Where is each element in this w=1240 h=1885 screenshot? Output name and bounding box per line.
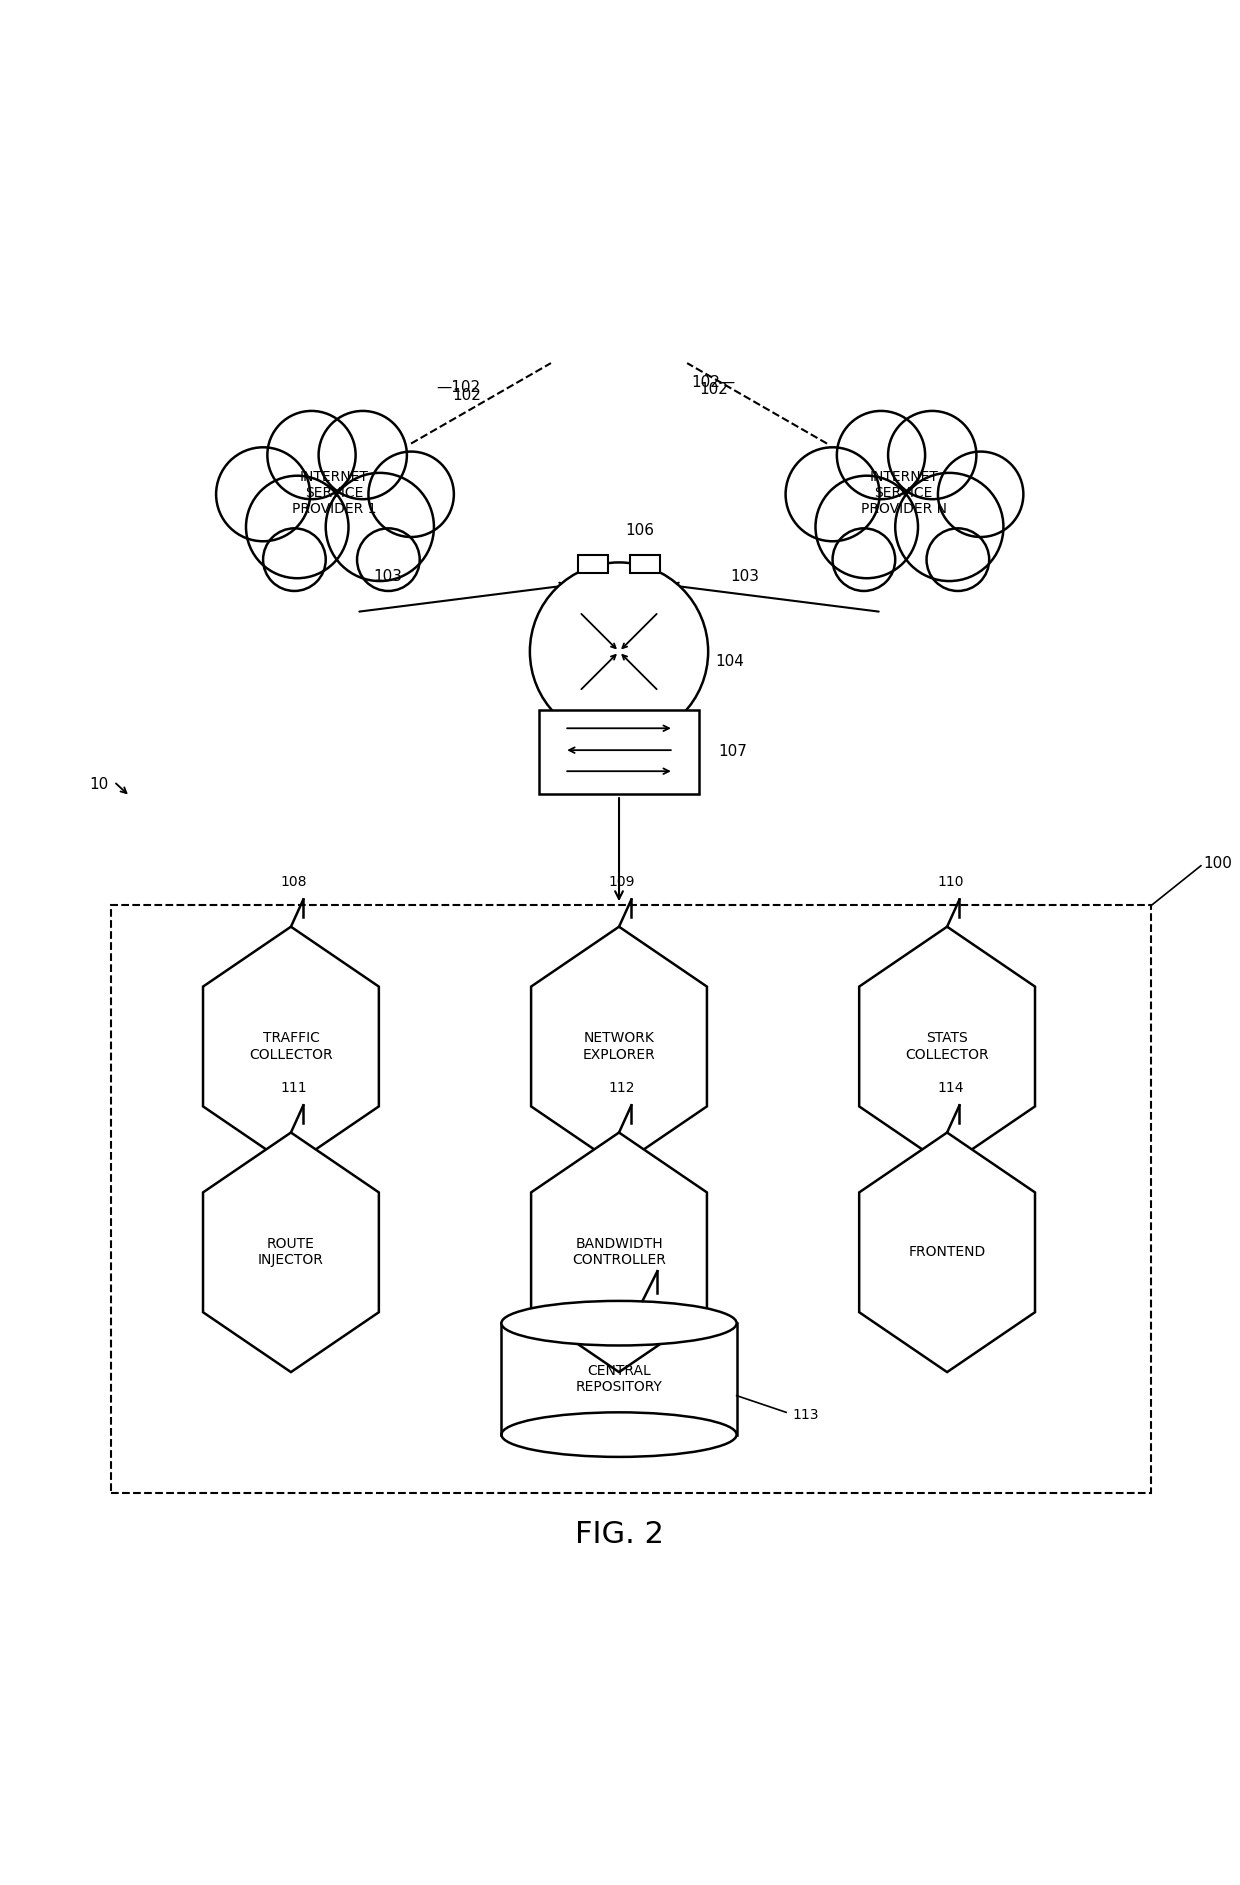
Bar xyxy=(501,1323,737,1434)
Polygon shape xyxy=(203,927,379,1167)
Circle shape xyxy=(246,475,348,579)
Text: 103: 103 xyxy=(730,569,759,584)
Text: 109: 109 xyxy=(609,875,635,890)
Ellipse shape xyxy=(501,1301,737,1346)
Text: 102: 102 xyxy=(699,381,728,396)
Text: 100: 100 xyxy=(1203,856,1233,871)
Polygon shape xyxy=(531,1133,707,1372)
Circle shape xyxy=(319,411,407,500)
Circle shape xyxy=(895,473,1003,581)
Circle shape xyxy=(357,528,419,592)
Text: FIG. 2: FIG. 2 xyxy=(574,1519,663,1549)
Text: BANDWIDTH
CONTROLLER: BANDWIDTH CONTROLLER xyxy=(572,1237,666,1267)
Circle shape xyxy=(263,528,326,592)
Circle shape xyxy=(368,452,454,537)
Text: 104: 104 xyxy=(715,654,744,669)
Text: 113: 113 xyxy=(792,1408,818,1421)
Text: 106: 106 xyxy=(625,522,655,537)
Text: INTERNET
SERVICE
PROVIDER 1: INTERNET SERVICE PROVIDER 1 xyxy=(291,469,377,516)
Ellipse shape xyxy=(501,1412,737,1457)
FancyBboxPatch shape xyxy=(538,711,699,794)
Circle shape xyxy=(926,528,990,592)
Text: INTERNET
SERVICE
PROVIDER N: INTERNET SERVICE PROVIDER N xyxy=(861,469,947,516)
Polygon shape xyxy=(859,927,1035,1167)
Circle shape xyxy=(326,473,434,581)
Text: 103: 103 xyxy=(373,569,402,584)
FancyBboxPatch shape xyxy=(630,556,660,573)
Text: —102: —102 xyxy=(435,381,480,396)
Circle shape xyxy=(216,447,310,541)
Polygon shape xyxy=(203,1133,379,1372)
Text: ROUTE
INJECTOR: ROUTE INJECTOR xyxy=(258,1237,324,1267)
Circle shape xyxy=(837,411,925,500)
Circle shape xyxy=(529,562,708,741)
Circle shape xyxy=(832,528,895,592)
Text: 102: 102 xyxy=(451,388,481,403)
Text: FRONTEND: FRONTEND xyxy=(909,1246,986,1259)
FancyBboxPatch shape xyxy=(578,556,608,573)
Circle shape xyxy=(786,447,879,541)
Text: 112: 112 xyxy=(609,1080,635,1095)
Polygon shape xyxy=(531,927,707,1167)
Text: NETWORK
EXPLORER: NETWORK EXPLORER xyxy=(583,1031,656,1061)
Text: 107: 107 xyxy=(718,745,746,760)
Text: 110: 110 xyxy=(937,875,963,890)
Circle shape xyxy=(268,411,356,500)
Polygon shape xyxy=(859,1133,1035,1372)
Text: 10: 10 xyxy=(89,777,109,792)
Text: 102—: 102— xyxy=(691,375,735,390)
Circle shape xyxy=(937,452,1023,537)
Text: 114: 114 xyxy=(937,1080,963,1095)
Text: CENTRAL
REPOSITORY: CENTRAL REPOSITORY xyxy=(575,1365,662,1395)
Text: 111: 111 xyxy=(280,1080,308,1095)
Text: STATS
COLLECTOR: STATS COLLECTOR xyxy=(905,1031,990,1061)
Text: 108: 108 xyxy=(280,875,308,890)
Text: TRAFFIC
COLLECTOR: TRAFFIC COLLECTOR xyxy=(249,1031,332,1061)
Circle shape xyxy=(816,475,918,579)
Circle shape xyxy=(888,411,976,500)
